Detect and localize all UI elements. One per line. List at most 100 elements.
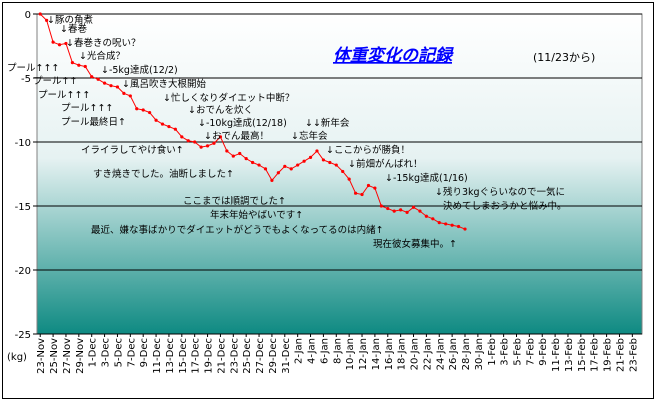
data-point xyxy=(392,209,396,213)
weight-series xyxy=(38,12,467,231)
x-tick-label: 5-Dec xyxy=(113,338,124,367)
x-tick-label: 24-Jan xyxy=(435,338,446,370)
x-tick-label: 26-Jan xyxy=(448,338,459,370)
y-axis: 0 -5 -10 -15 -20 -25 xyxy=(15,10,37,341)
data-point xyxy=(77,63,81,67)
annotation-label: ↓おでん最高！ xyxy=(204,130,269,142)
x-tick-label: 11-Dec xyxy=(152,338,163,374)
annotation-label: プール↑↑↑ xyxy=(61,103,113,114)
data-point xyxy=(64,41,68,46)
chart-frame: 0 -5 -10 -15 -20 -25 23-Nov 25-Nov 27-Nov 29-Nov… xyxy=(2,2,654,399)
data-point xyxy=(366,183,371,188)
data-point xyxy=(186,139,190,143)
annotation-label: ↓-15kg達成(1/16) xyxy=(385,172,468,184)
data-point xyxy=(386,206,390,211)
weight-chart: 0 -5 -10 -15 -20 -25 23-Nov 25-Nov 27-Nov 29-Nov… xyxy=(7,10,643,374)
x-tick-label: 12-Jan xyxy=(358,338,369,370)
annotation-label: ↓ここからが勝負！ xyxy=(326,144,410,156)
data-point xyxy=(128,94,132,98)
data-point xyxy=(437,221,441,225)
data-point xyxy=(102,81,107,85)
data-point xyxy=(180,135,184,139)
x-axis: 23-Nov 25-Nov 27-Nov 29-Nov 1-Dec 3-Dec 5-Dec 7… xyxy=(36,333,642,374)
data-point xyxy=(135,107,139,111)
x-tick-label: 4-Jan xyxy=(307,338,318,364)
data-point xyxy=(315,149,319,153)
x-tick-label: 17-Feb xyxy=(590,338,601,372)
data-point xyxy=(160,122,165,126)
data-point xyxy=(115,85,120,89)
x-tick-label: 29-Dec xyxy=(268,338,279,374)
data-point xyxy=(270,178,274,182)
data-point xyxy=(45,18,49,22)
x-tick-label: 11-Feb xyxy=(551,338,562,372)
x-tick-label: 3-Dec xyxy=(101,338,112,367)
x-tick-label: 1-Feb xyxy=(487,338,498,366)
x-tick-label: 23-Dec xyxy=(229,338,240,374)
x-tick-label: 2-Jan xyxy=(294,338,305,364)
x-tick-label: 20-Jan xyxy=(410,338,421,370)
annotation-label: ↓前畑がんばれ！ xyxy=(348,158,422,170)
data-point xyxy=(347,177,351,181)
annotations: ↓豚の角煮↓春巻 ↓春巻きの呪い？↓光合成？ ↓-5kg達成(12/2) ↓風呂吹き大… xyxy=(7,14,567,250)
data-point xyxy=(225,149,229,153)
annotation-label: 年末年始やばいです↑ xyxy=(210,209,303,221)
y-axis-label: (kg) xyxy=(7,352,27,363)
x-tick-label: 13-Feb xyxy=(564,338,575,372)
data-point xyxy=(141,108,145,112)
data-point xyxy=(173,127,177,131)
annotation-label: イライラしてやけ食い↑ xyxy=(81,144,184,156)
data-point xyxy=(360,192,364,197)
x-tick-label: 3-Feb xyxy=(500,338,511,366)
data-point xyxy=(373,186,377,190)
x-tick-label: 10-Jan xyxy=(345,338,356,370)
y-tick-label: -15 xyxy=(15,202,31,213)
x-tick-label: 1-Dec xyxy=(88,338,99,367)
chart-subtitle: (11/23から) xyxy=(533,51,595,64)
annotation-label: ↓おでんを炊く xyxy=(188,104,253,116)
x-tick-label: 7-Dec xyxy=(126,338,137,367)
annotation-label: 決めてしまおうかと悩み中。 xyxy=(443,200,567,212)
x-tick-label: 21-Dec xyxy=(216,338,227,374)
data-point xyxy=(321,158,326,162)
x-tick-label: 28-Jan xyxy=(461,338,472,370)
data-point xyxy=(463,227,467,231)
annotation-label: ↓光合成？ xyxy=(79,50,125,62)
data-point xyxy=(251,160,255,165)
x-tick-label: 19-Feb xyxy=(603,338,614,372)
data-point xyxy=(70,61,74,65)
data-point xyxy=(218,135,223,139)
y-tick-label: 0 xyxy=(25,10,31,21)
data-point xyxy=(431,217,435,221)
annotation-label: プール↑↑↑ xyxy=(38,90,90,101)
x-tick-label: 23-Feb xyxy=(628,338,639,372)
annotation-label: すき焼きでした。油断しました↑ xyxy=(93,168,234,180)
data-point xyxy=(38,12,42,16)
data-point xyxy=(276,171,280,175)
x-tick-label: 9-Feb xyxy=(538,338,549,366)
data-point xyxy=(193,140,197,144)
data-point xyxy=(96,77,100,81)
data-point xyxy=(199,145,203,149)
data-point xyxy=(418,209,422,213)
data-point xyxy=(122,91,126,95)
data-point xyxy=(283,164,287,168)
x-tick-label: 25-Dec xyxy=(242,338,253,374)
data-point xyxy=(334,163,338,167)
annotation-label: 現在彼女募集中。↑ xyxy=(373,238,457,250)
x-tick-label: 29-Nov xyxy=(75,338,86,374)
annotation-label: プール最終日↑ xyxy=(61,116,126,128)
x-tick-label: 16-Jan xyxy=(384,338,395,370)
data-point xyxy=(154,118,158,122)
x-tick-label: 31-Dec xyxy=(281,338,292,374)
x-tick-label: 5-Feb xyxy=(512,338,523,366)
data-point xyxy=(405,210,409,214)
data-point xyxy=(456,224,461,229)
x-tick-label: 18-Jan xyxy=(397,338,408,370)
data-point xyxy=(411,205,416,209)
annotation-label: ↓忘年会 xyxy=(291,130,328,142)
x-tick-label: 9-Dec xyxy=(139,338,150,367)
annotation-label: ↓風呂吹き大根開始 xyxy=(122,78,206,90)
data-point xyxy=(57,43,62,47)
x-tick-label: 30-Jan xyxy=(474,338,485,370)
